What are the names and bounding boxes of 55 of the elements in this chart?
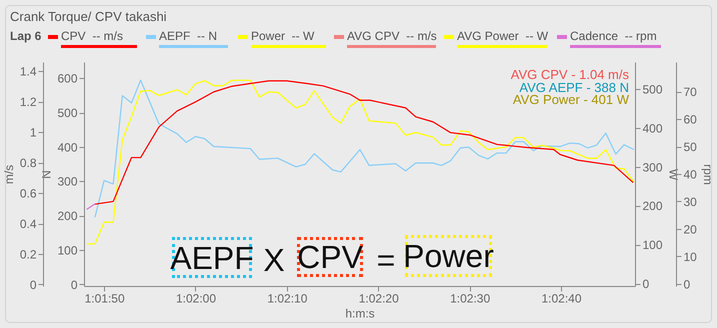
annotation: AVG Power - 401 W	[512, 92, 629, 107]
legend-label: AVG CPV -- m/s	[347, 29, 437, 43]
y-tick-label: 600	[57, 72, 78, 86]
chart-title: Crank Torque/ CPV takashi	[10, 9, 167, 24]
x-tick-label: 1:02:00	[176, 292, 216, 306]
annotation: =	[376, 242, 396, 278]
framed-label: Power	[405, 235, 492, 277]
y3-tick-label: 0.8	[20, 156, 37, 170]
y2-tick-label: 10	[684, 250, 698, 264]
x-tick-label: 1:02:20	[358, 292, 400, 306]
framed-label: CPV	[297, 237, 363, 277]
x-tick-label: 1:02:10	[267, 292, 308, 306]
y2-tick-label: 0	[684, 277, 690, 292]
y-tick-label: 200	[57, 209, 78, 224]
y2-tick-label: 50	[684, 140, 698, 154]
y-tick-label: 300	[57, 174, 78, 189]
annotation: AVG AEPF - 388 N	[519, 80, 629, 94]
y3-tick-label: 1.2	[20, 95, 37, 110]
text: Lap 6	[10, 29, 42, 43]
legend-label: Cadence -- rpm	[570, 29, 657, 43]
y-tick-label: 400	[57, 140, 78, 154]
y2-tick-label: 70	[684, 85, 698, 100]
y3-tick-label: 0.2	[20, 248, 37, 262]
y-tick-label: 0	[70, 278, 78, 292]
y2-tick-label: 500	[642, 82, 663, 96]
line-series	[86, 80, 635, 245]
y2-tick-label: 400	[642, 121, 663, 136]
x-tick-label: 1:01:50	[84, 292, 125, 306]
y2-tick-label: 30	[684, 194, 698, 209]
y2-tick-label: 100	[642, 238, 663, 252]
y2-tick-label: 40	[684, 168, 698, 182]
y-tick-label: 500	[57, 106, 78, 120]
x-tick-label: 1:02:40	[541, 292, 582, 306]
x-tick-label: 1:02:30	[450, 292, 490, 306]
y3-tick-label: 0.6	[20, 186, 37, 201]
framed-label: AEPF	[172, 237, 252, 278]
y2-axis-title: rpm	[700, 164, 715, 185]
y2-tick-label: 0	[642, 277, 650, 292]
y3-tick-label: 1.4	[20, 64, 37, 79]
y-tick-label: 100	[57, 243, 78, 258]
annotation: AVG CPV - 1.04 m/s	[510, 67, 629, 82]
y2-tick-label: 60	[684, 112, 698, 127]
y3-tick-label: 0	[30, 278, 37, 292]
x-axis-title: h:m:s	[345, 306, 375, 320]
legend-label: Power -- W	[251, 29, 314, 43]
legend-label: AEPF -- N	[159, 29, 218, 43]
y2-tick-label: 200	[642, 199, 663, 214]
y3-tick-label: 1	[30, 126, 37, 140]
legend-label: AVG Power -- W	[457, 29, 548, 43]
y3-tick-label: 0.4	[20, 217, 37, 232]
legend-label: CPV -- m/s	[61, 29, 123, 43]
y2-tick-label: 20	[684, 222, 698, 236]
y3-axis-title: m/s	[2, 164, 16, 184]
y2-tick-label: 300	[642, 160, 663, 174]
annotation: X	[262, 242, 286, 278]
